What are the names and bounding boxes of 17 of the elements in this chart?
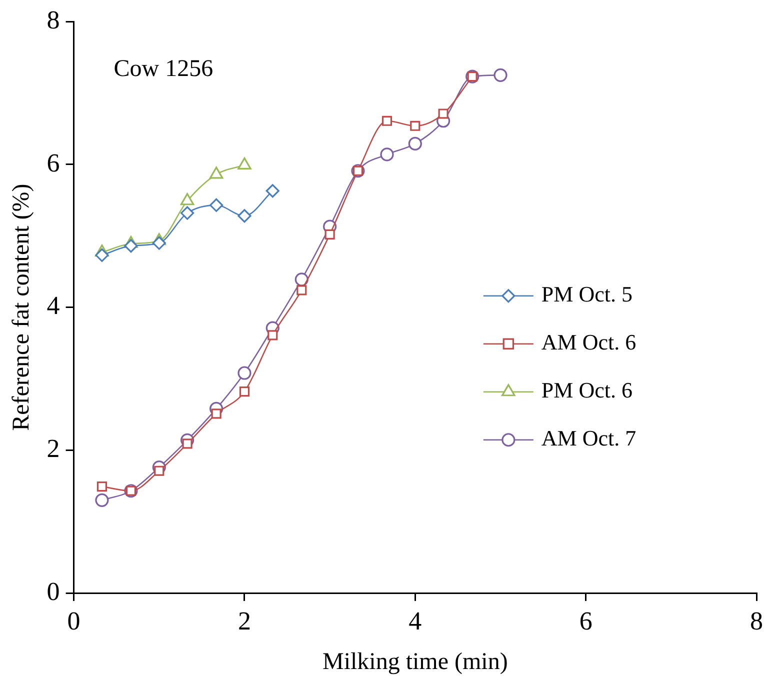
x-tick-label: 8 bbox=[750, 606, 763, 636]
x-tick-label: 6 bbox=[579, 606, 592, 636]
x-tick-label: 4 bbox=[408, 606, 422, 636]
annotation: Cow 1256 bbox=[114, 56, 214, 82]
y-tick-label: 6 bbox=[46, 148, 60, 178]
legend-label: PM Oct. 6 bbox=[541, 378, 632, 403]
x-tick-label: 0 bbox=[67, 606, 80, 636]
x-axis-title: Milking time (min) bbox=[322, 648, 508, 675]
legend-label: AM Oct. 6 bbox=[541, 330, 636, 355]
y-tick-label: 4 bbox=[46, 291, 60, 320]
legend-label: PM Oct. 5 bbox=[541, 282, 632, 307]
x-tick-label: 2 bbox=[238, 606, 251, 636]
y-tick-label: 2 bbox=[46, 434, 60, 463]
y-axis-title: Reference fat content (%) bbox=[8, 184, 35, 431]
y-tick-label: 8 bbox=[46, 5, 60, 34]
y-tick-label: 0 bbox=[46, 576, 60, 606]
legend-label: AM Oct. 7 bbox=[541, 426, 636, 451]
